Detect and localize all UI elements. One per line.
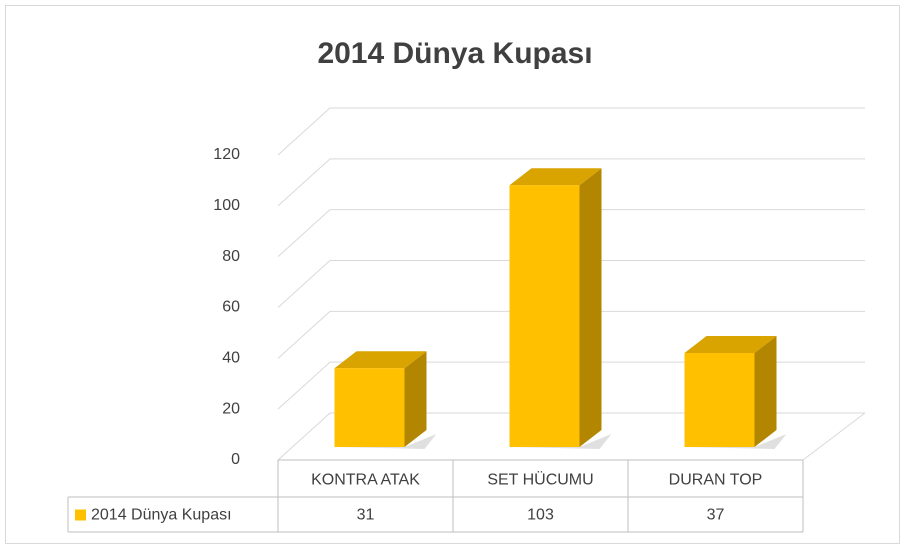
bar-top [334,351,427,369]
bar-top [684,335,777,353]
y-tick-label: 60 [222,299,240,316]
y-tick-label: 0 [231,451,240,468]
table-value: 103 [527,507,554,524]
legend-label: 2014 Dünya Kupası [91,507,232,524]
y-tick-label: 40 [222,350,240,367]
y-tick-label: 120 [213,146,240,163]
bar-side [754,335,777,447]
chart-title: 2014 Dünya Kupası [317,37,592,70]
grid-line [277,158,865,207]
y-tick-label: 80 [222,248,240,265]
y-tick-label: 20 [222,400,240,417]
x-tick-label: KONTRA ATAK [311,472,420,489]
bar [334,368,405,447]
grid-line [277,209,865,258]
grid-line [277,107,865,156]
bar [509,185,580,448]
legend-swatch [75,509,86,521]
y-tick-label: 100 [213,197,240,214]
bar [684,352,755,447]
x-tick-label: SET HÜCUMU [487,471,593,489]
bar-shadow [334,434,437,449]
bar-side [404,351,427,447]
floor-edge [802,412,866,461]
table-value: 31 [357,507,375,524]
chart-border [5,5,900,544]
bar-top [509,168,602,186]
table-grid [67,459,804,533]
bar-shadow [684,434,787,449]
x-tick-label: DURAN TOP [669,472,763,489]
bar-side [579,168,602,448]
grid-line [277,310,865,359]
table-value: 37 [707,507,725,524]
grid-line [277,260,865,308]
bar-shadow [509,434,612,449]
